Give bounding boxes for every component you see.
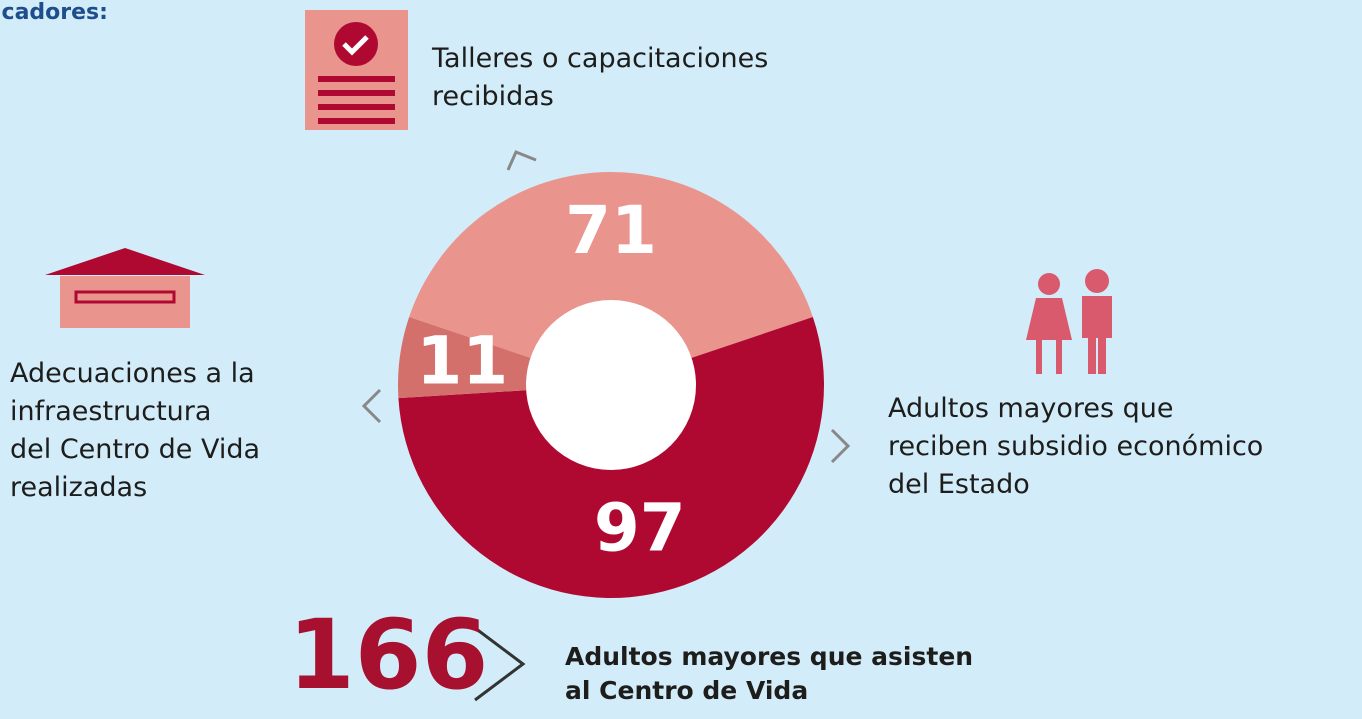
total-label: Adultos mayores que asisten al Centro de… <box>565 642 974 705</box>
heading: icadores: <box>0 0 108 25</box>
category-label: Adecuaciones a la infraestructura del Ce… <box>10 358 261 503</box>
donut-segment <box>409 172 813 385</box>
total-value: 166 <box>288 599 489 711</box>
category-label: Talleres o capacitaciones recibidas <box>432 43 769 112</box>
donut-hole <box>526 300 696 470</box>
people-icon <box>1026 269 1112 374</box>
house-icon <box>45 248 205 328</box>
clipboard-icon <box>305 10 408 130</box>
chevrons <box>361 150 851 702</box>
value-label: 11 <box>416 322 508 399</box>
value-label: 71 <box>565 192 657 269</box>
value-label: 97 <box>594 489 686 566</box>
category-label: Adultos mayores que reciben subsidio eco… <box>888 393 1264 500</box>
